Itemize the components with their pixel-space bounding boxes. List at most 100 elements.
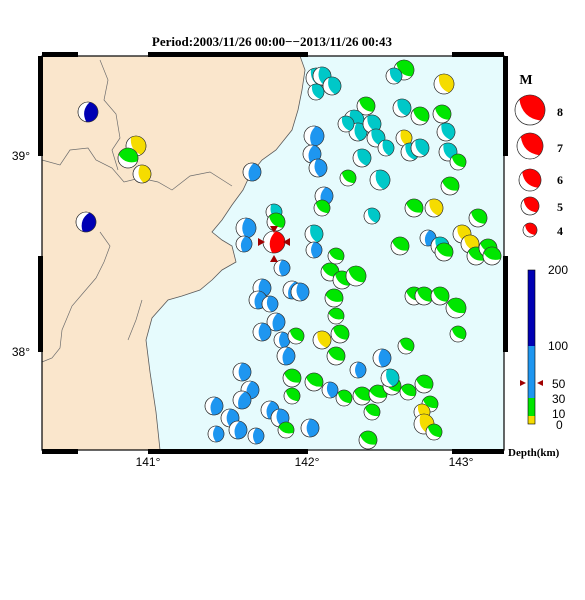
focal-mechanism [330, 324, 350, 344]
depth-label-30: 30 [552, 392, 566, 406]
latest-event-marker [258, 226, 290, 262]
focal-mechanism [125, 135, 147, 157]
magnitude-legend-ball [518, 168, 542, 192]
focal-mechanism [434, 242, 454, 262]
focal-mechanism [482, 246, 502, 266]
focal-mechanism [207, 425, 225, 443]
focal-mechanism [356, 96, 376, 116]
depth-band-100-200 [528, 270, 535, 346]
focal-mechanism [287, 327, 305, 345]
marker-left [258, 238, 265, 246]
depth-band-10-30 [528, 398, 535, 416]
focal-mechanism [430, 286, 450, 306]
depth-band-0-10 [528, 416, 535, 424]
focal-mechanism [345, 265, 367, 287]
focal-mechanism [232, 362, 252, 382]
focal-mechanism [261, 295, 279, 313]
depth-unit-label: Depth(km) [508, 447, 560, 459]
lat-tick-38: 38° [12, 345, 30, 359]
depth-legend: 200 100 50 30 10 0 Depth(km) [508, 263, 568, 459]
focal-mechanism [305, 241, 323, 259]
depth-label-200: 200 [548, 263, 568, 277]
focal-mechanism [410, 138, 430, 158]
focal-mechanism [307, 83, 325, 101]
focal-mechanism [117, 147, 139, 169]
focal-mechanism [327, 247, 345, 265]
focal-mechanism [445, 297, 467, 319]
marker-right [283, 238, 290, 246]
focal-mechanism [290, 282, 310, 302]
magnitude-legend-ball [516, 132, 544, 160]
focal-mechanism [242, 162, 262, 182]
lat-tick-39: 39° [12, 149, 30, 163]
focal-mechanism [352, 386, 372, 406]
focal-mechanism [204, 396, 224, 416]
focal-mechanism [283, 387, 301, 405]
depth-label-50: 50 [552, 377, 566, 391]
focal-mechanism [235, 217, 257, 239]
focal-mechanism [324, 288, 344, 308]
depth-label-100: 100 [548, 339, 568, 353]
focal-mechanism [399, 383, 417, 401]
focal-mechanism [132, 164, 152, 184]
map-title: Period:2003/11/26 00:00−−2013/11/26 00:4… [152, 34, 393, 49]
focal-mechanism [266, 312, 286, 332]
magnitude-label-5: 5 [557, 200, 563, 214]
focal-mechanism [369, 169, 391, 191]
depth-label-10: 10 [552, 407, 566, 421]
focal-mechanism [262, 230, 286, 254]
magnitude-legend: M 8 7 6 5 4 [514, 73, 563, 238]
focal-mechanism [312, 330, 332, 350]
focal-mechanism [349, 361, 367, 379]
focal-mechanism [326, 346, 346, 366]
magnitude-label-7: 7 [557, 141, 563, 155]
marker-bottom [270, 255, 278, 262]
focal-mechanism [252, 322, 272, 342]
focal-mechanism [303, 125, 325, 147]
focal-mechanism [322, 76, 342, 96]
magnitude-legend-ball [522, 222, 538, 238]
focal-mechanism [363, 207, 381, 225]
focal-mechanism [358, 430, 378, 450]
focal-mechanism [392, 98, 412, 118]
focal-mechanism [449, 153, 467, 171]
lon-tick-143: 143° [449, 455, 474, 469]
focal-mechanism [424, 198, 444, 218]
focal-mechanism [232, 390, 252, 410]
focal-mechanism [337, 115, 355, 133]
magnitude-legend-ball [520, 196, 540, 216]
focal-mechanism [352, 148, 372, 168]
magnitude-legend-title: M [519, 73, 532, 88]
focal-mechanism [228, 420, 248, 440]
focal-mechanism [308, 158, 328, 178]
focal-mechanism [385, 67, 403, 85]
focal-mechanism [404, 198, 424, 218]
focal-mechanism [440, 176, 460, 196]
focal-mechanism [335, 389, 353, 407]
focal-mechanism [321, 381, 339, 399]
map-frame [38, 52, 508, 454]
lon-tick-141: 141° [136, 455, 161, 469]
focal-mechanism [300, 418, 320, 438]
focal-mechanism [313, 199, 331, 217]
depth-marker-right [537, 380, 543, 386]
depth-marker-left [520, 380, 526, 386]
lon-tick-142: 142° [295, 455, 320, 469]
focal-mechanism [362, 114, 382, 134]
focal-mechanism [304, 224, 324, 244]
focal-mechanism [372, 348, 392, 368]
land-area [41, 55, 306, 451]
focal-mechanism [273, 331, 291, 349]
magnitude-label-8: 8 [557, 105, 563, 119]
focal-mechanism [273, 259, 291, 277]
focal-mechanism [377, 139, 395, 157]
focal-mechanism [449, 325, 467, 343]
depth-label-0: 0 [556, 418, 563, 432]
focal-mechanism [247, 427, 265, 445]
focal-mechanism [339, 169, 357, 187]
focal-mechanism [468, 208, 488, 228]
focal-mechanism [410, 106, 430, 126]
focal-mechanism [390, 236, 410, 256]
focal-mechanism [425, 423, 443, 441]
